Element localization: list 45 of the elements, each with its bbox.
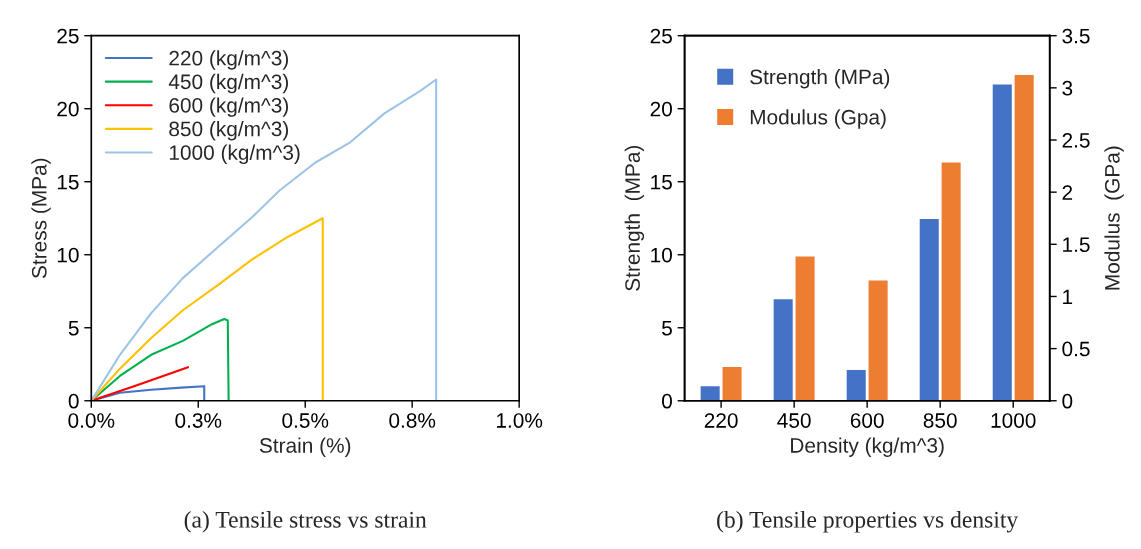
y2-tick-label: 3 [1062, 80, 1073, 96]
legend-label: 1000 (kg/m^3) [169, 144, 300, 165]
y-tick-label: 0 [662, 393, 672, 409]
y-axis-title: Stress (MPa) [31, 158, 51, 279]
y2-tick-label: 3.5 [1062, 28, 1090, 44]
y2-tick-label: 0.5 [1062, 341, 1090, 357]
y-tick-label: 0 [68, 393, 79, 409]
x-tick-label: 220 [704, 413, 738, 428]
y2-axis-title: Modulus (GPa) [1104, 146, 1124, 290]
legend-label: 450 (kg/m^3) [168, 73, 288, 94]
y-tick-label: 15 [651, 174, 672, 190]
line-series [91, 217, 324, 401]
x-tick-label: 1000 [991, 413, 1036, 428]
y-tick-label: 20 [650, 101, 672, 117]
text: (a) Tensile stress vs strain [184, 511, 427, 533]
x-tick-label: 1.0% [497, 413, 543, 428]
x-tick-label: 0.8% [389, 413, 436, 428]
y2-tick-label: 1.5 [1063, 237, 1090, 253]
legend-label: Strength (MPa) [750, 69, 890, 89]
legend-label: 220 (kg/m^3) [169, 50, 288, 70]
y-tick-label: 5 [662, 320, 672, 336]
legend-label: 600 (kg/m^3) [169, 97, 288, 117]
y2-tick-label: 2 [1062, 185, 1073, 200]
y-axis-title: Strength (MPa) [624, 145, 645, 291]
x-tick-label: 600 [850, 413, 884, 428]
y-tick-label: 10 [651, 247, 672, 263]
y-tick-label: 25 [650, 28, 672, 44]
y-tick-label: 20 [57, 101, 79, 117]
x-tick-label: 450 [777, 413, 811, 428]
legend-label: 850 (kg/m^3) [169, 121, 288, 141]
y-tick-label: 15 [57, 174, 79, 190]
y2-tick-label: 0 [1062, 393, 1073, 409]
x-tick-label: 850 [923, 413, 957, 428]
x-tick-label: 0.3% [175, 413, 222, 428]
x-tick-label: 0.5% [282, 413, 329, 428]
legend-label: Modulus (Gpa) [750, 109, 886, 129]
y-tick-label: 10 [57, 247, 79, 263]
y2-tick-label: 1 [1063, 289, 1073, 305]
y2-tick-label: 2.5 [1062, 133, 1090, 148]
x-axis-title: Strain (%) [259, 437, 351, 457]
x-tick-label: 0.0% [68, 413, 115, 428]
text: (b) Tensile properties vs density [717, 511, 1019, 533]
y-tick-label: 5 [68, 320, 79, 336]
x-axis-title: Density (kg/m^3) [791, 437, 944, 457]
y-tick-label: 25 [57, 28, 79, 44]
